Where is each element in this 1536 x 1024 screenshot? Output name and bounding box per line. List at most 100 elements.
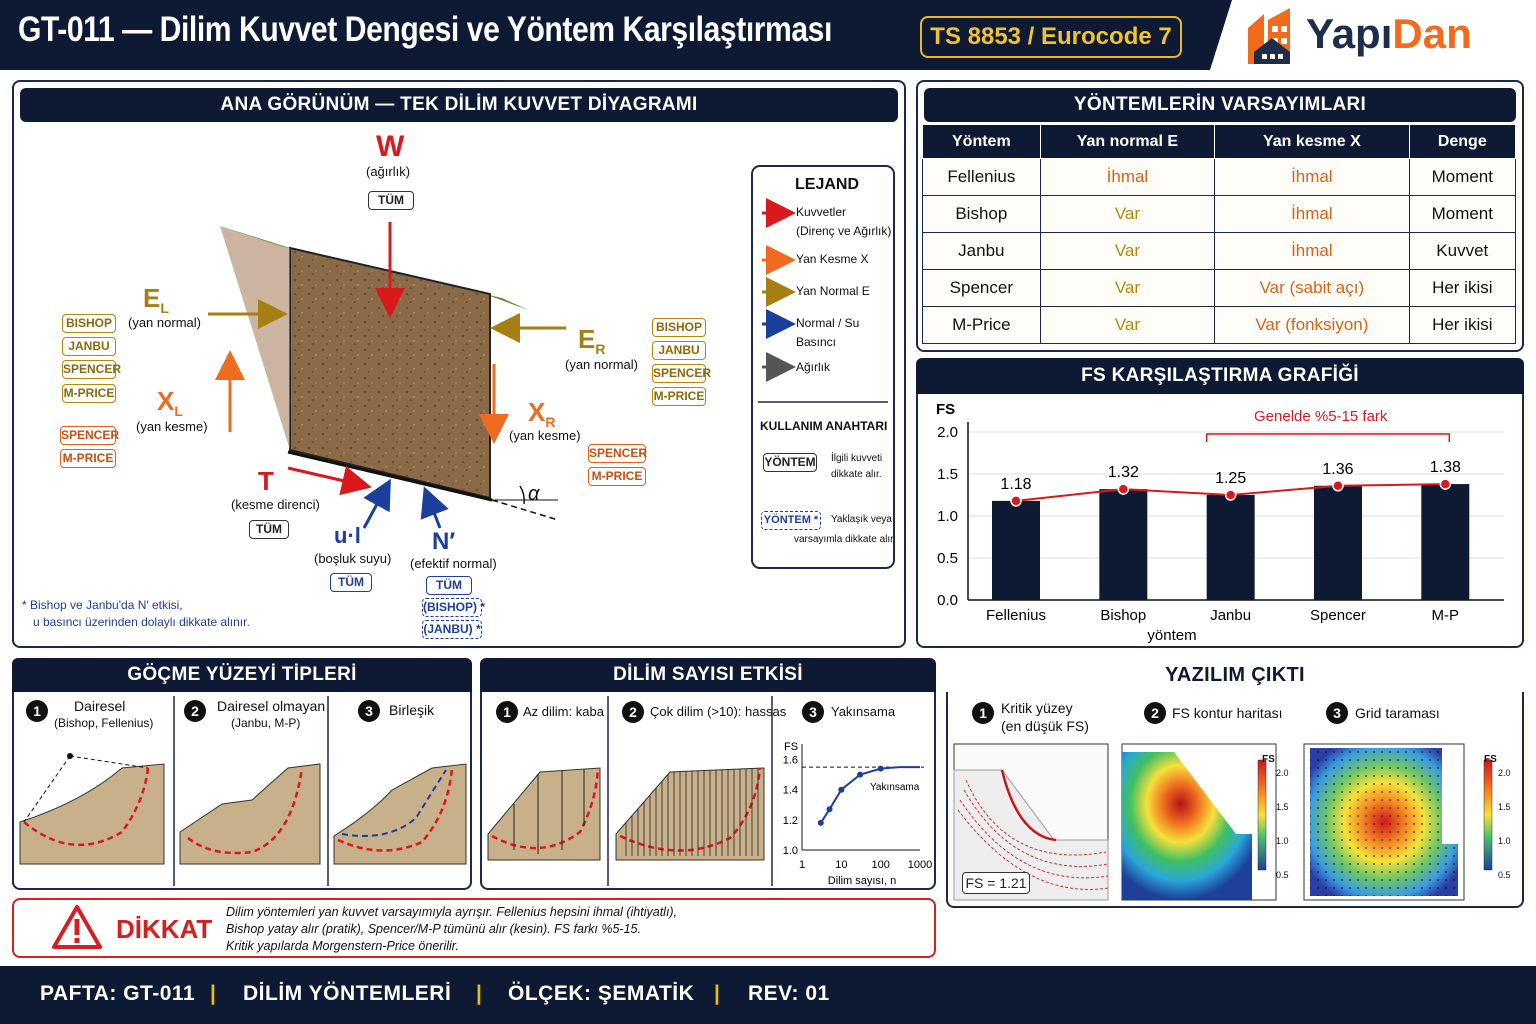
x-tick-label: M-P xyxy=(1432,607,1460,624)
data-point xyxy=(1010,495,1022,507)
force-er-desc: (yan normal) xyxy=(565,357,638,372)
force-n-label: N′ xyxy=(432,528,456,555)
scale-value: 0.5 xyxy=(1276,870,1289,880)
force-el-label: EL xyxy=(143,283,169,317)
data-point xyxy=(1439,478,1452,490)
legend-item-forces: Kuvvetler xyxy=(796,205,847,219)
xr-tag: M-PRICE xyxy=(588,467,646,486)
data-point xyxy=(826,806,833,813)
usage-key-desc: dikkate alır. xyxy=(831,469,882,480)
note-line-2: u basıncı üzerinden dolaylı dikkate alın… xyxy=(33,615,250,629)
er-tag: SPENCER xyxy=(652,364,711,383)
legend-item-water: Normal / Su xyxy=(796,316,860,330)
fs-chart-title: FS KARŞILAŞTIRMA GRAFİĞİ xyxy=(916,358,1524,394)
bar xyxy=(992,500,1040,600)
angle-alpha-label: α xyxy=(528,483,540,505)
convergence-chart: FS 1.0 1.2 1.4 1.6 1 10 100 1000 Yakınsama Dilim s… xyxy=(783,741,932,887)
n-tag: (JANBU) * xyxy=(422,620,482,639)
legend-item-shear: Yan Kesme X xyxy=(796,252,869,266)
legend-item-weight: Ağırlık xyxy=(796,360,831,374)
logo-building-icon xyxy=(1248,8,1290,64)
data-point xyxy=(1117,483,1130,495)
failure-surface-drawings xyxy=(19,696,467,886)
software-title: YAZILIM ÇIKTI xyxy=(946,658,1524,692)
usage-key-tag: YÖNTEM xyxy=(763,453,817,472)
force-xl-desc: (yan kesme) xyxy=(136,419,208,434)
scale-value: 1.0 xyxy=(1276,836,1289,846)
warning-box xyxy=(12,898,936,958)
warning-line: Bishop yatay alır (pratik), Spencer/M-P … xyxy=(226,922,641,936)
footer-revision: REV: 01 xyxy=(748,982,830,1005)
col-header: Yöntem xyxy=(922,124,1041,159)
warning-title: DİKKAT xyxy=(116,914,213,944)
force-ul-label: u·l xyxy=(334,523,361,548)
force-n-desc: (efektif normal) xyxy=(410,556,497,571)
slices-desc: Az dilim: kaba xyxy=(523,704,604,719)
legend-item-normal: Yan Normal E xyxy=(796,284,870,298)
software-item: FS kontur haritası xyxy=(1172,705,1283,721)
software-item: Kritik yüzey xyxy=(1001,700,1073,716)
force-w-tag: TÜM xyxy=(368,191,414,210)
step-number: 1 xyxy=(972,702,994,724)
warning-line: Dilim yöntemleri yan kuvvet varsayımıyla… xyxy=(226,905,678,919)
footer-separator: | xyxy=(210,982,217,1005)
assumptions-title: YÖNTEMLERİN VARSAYIMLARI xyxy=(924,88,1516,122)
force-w-desc: (ağırlık) xyxy=(366,164,411,179)
bar xyxy=(1099,489,1148,600)
scale-value: 1.5 xyxy=(1498,802,1511,812)
fs-result-label: FS = 1.21 xyxy=(962,872,1030,894)
x-tick-label: 1 xyxy=(799,859,805,871)
failure-type: Dairesel olmayan xyxy=(217,698,326,714)
xl-tag: M-PRICE xyxy=(60,449,116,468)
software-item-sub: (en düşük FS) xyxy=(1001,718,1089,734)
y-tick-label: 0.0 xyxy=(937,592,958,609)
x-axis-title: yöntem xyxy=(1147,627,1196,644)
y-tick-label: 1.0 xyxy=(937,508,958,525)
failure-type-sub: (Bishop, Fellenius) xyxy=(54,716,154,730)
y-axis-title: FS xyxy=(784,741,798,753)
legend-title: LEJAND xyxy=(795,176,860,193)
warning-line: Kritik yapılarda Morgenstern-Price öneri… xyxy=(226,939,459,953)
y-axis-title: FS xyxy=(936,401,955,418)
annotation-bracket xyxy=(1205,433,1451,442)
force-er-label: ER xyxy=(578,324,606,358)
footer-sheet: PAFTA: GT-011 xyxy=(40,982,196,1005)
data-label: 1.18 xyxy=(1000,476,1031,493)
y-tick-label: 0.5 xyxy=(937,550,958,567)
step-number: 1 xyxy=(26,700,48,722)
el-tag: BISHOP xyxy=(62,314,116,333)
scale-value: 2.0 xyxy=(1498,768,1511,778)
force-ul-tag: TÜM xyxy=(330,573,372,592)
slices-desc: Yakınsama xyxy=(831,704,896,719)
force-xl-label: XL xyxy=(157,386,183,420)
force-xr-label: XR xyxy=(528,397,556,431)
force-t-desc: (kesme direnci) xyxy=(231,497,320,512)
slices-desc: Çok dilim (>10): hassas xyxy=(650,704,787,719)
force-w-label: W xyxy=(376,130,405,163)
table-row: Janbu Var İhmal Kuvvet xyxy=(922,232,1517,270)
xr-tag: SPENCER xyxy=(588,444,647,463)
step-number: 2 xyxy=(622,701,644,723)
bar xyxy=(1313,485,1362,600)
data-label: 1.38 xyxy=(1430,459,1461,476)
x-tick-label: 1000 xyxy=(908,859,932,871)
main-panel-title: ANA GÖRÜNÜM — TEK DİLİM KUVVET DİYAGRAMI xyxy=(20,88,898,122)
slices-title: DİLİM SAYISI ETKİSİ xyxy=(480,658,936,692)
software-output-images xyxy=(953,743,1493,901)
y-tick-label: 1.5 xyxy=(937,466,958,483)
legend-item-water-sub: Basıncı xyxy=(796,335,837,349)
y-tick-label: 1.6 xyxy=(783,755,798,767)
footer-name: DİLİM YÖNTEMLERİ xyxy=(243,982,452,1005)
data-point xyxy=(1332,480,1344,492)
force-t-tag: TÜM xyxy=(249,520,289,539)
step-number: 3 xyxy=(802,701,824,723)
table-row: Spencer Var Var (sabit açı) Her ikisi xyxy=(922,269,1517,307)
failure-type: Dairesel xyxy=(74,698,126,714)
er-tag: M-PRICE xyxy=(652,387,706,406)
step-number: 1 xyxy=(496,701,518,723)
x-tick-label: Bishop xyxy=(1100,607,1146,624)
data-point xyxy=(1224,489,1237,501)
standard-badge: TS 8853 / Eurocode 7 xyxy=(920,16,1182,58)
assumptions-table: Yöntem Yan normal E Yan kesme X Denge Fe… xyxy=(922,124,1517,344)
bar xyxy=(1206,495,1255,600)
